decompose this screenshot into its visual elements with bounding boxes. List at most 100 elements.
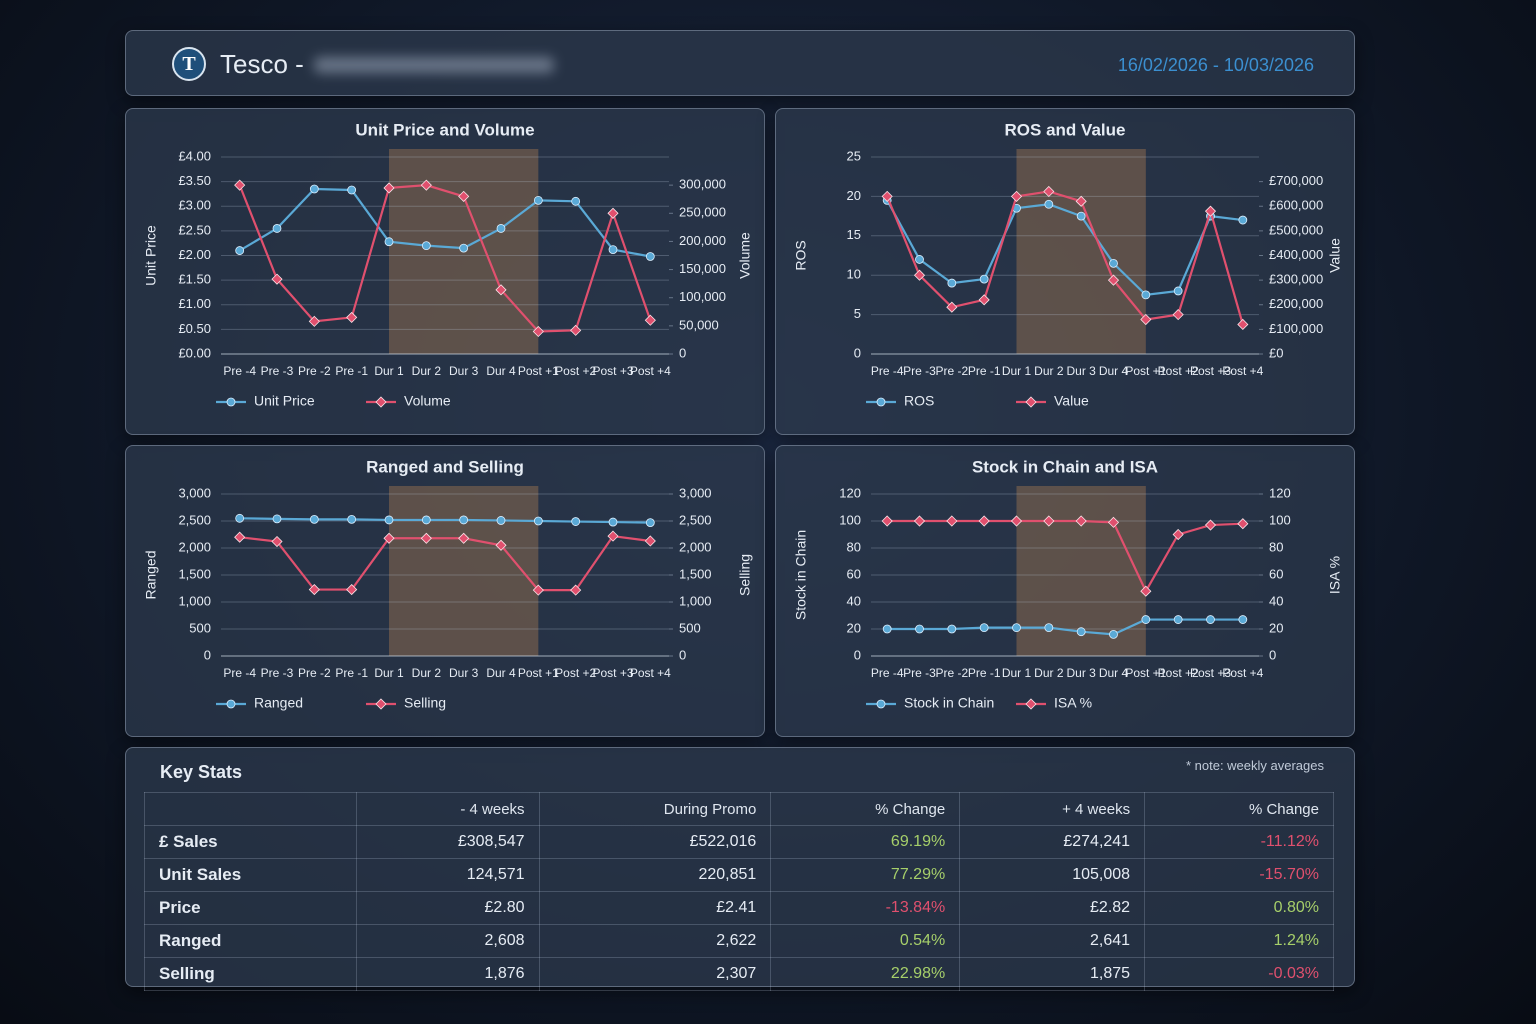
table-cell: -0.03% [1144,957,1334,991]
marker [458,532,470,544]
marker [881,515,893,527]
x-tick-label: Pre -2 [935,364,968,378]
marker [383,532,395,544]
y2-tick-label: £700,000 [1269,173,1323,188]
marker [1043,185,1055,198]
redacted-text [314,57,554,73]
marker [384,515,394,525]
table-cell: -11.12% [1144,825,1334,859]
x-tick-label: Dur 3 [449,666,479,680]
x-tick-label: Post +3 [592,666,633,680]
x-tick-label: Dur 3 [1066,666,1096,680]
table-cell: £2.41 [538,891,772,925]
y-tick-label: 1,500 [178,566,211,581]
y-tick-label: £3.50 [178,173,211,188]
y2-tick-label: 100 [1269,512,1291,527]
x-tick-label: Post +1 [1125,364,1166,378]
x-tick-label: Post +2 [555,364,596,378]
table-note: * note: weekly averages [1185,758,1324,773]
marker [571,517,581,526]
marker [234,179,246,191]
x-tick-label: Post +3 [592,364,633,378]
y-tick-label: 10 [847,267,861,282]
x-tick-label: Pre -4 [223,364,256,378]
y-tick-label: £1.50 [178,272,211,287]
y2-tick-label: 3,000 [679,485,712,500]
chart: Stock in Chain and ISA 0 20 40 60 80 100 120 0 20… [793,457,1343,710]
row-label: Unit Sales [143,858,358,892]
chart-title: Stock in Chain and ISA [972,457,1158,476]
table-row: Selling 1,876 2,307 22.98% 1,875 -0.03% [143,957,1334,991]
marker [570,584,582,596]
y-axis-label: Stock in Chain [793,530,809,620]
marker [1140,585,1152,597]
x-tick-label: Post +4 [630,666,671,680]
marker [496,516,506,525]
marker [1109,258,1118,268]
marker [271,273,283,285]
marker [271,535,283,548]
y2-tick-label: 40 [1269,593,1283,608]
y2-tick-label: £300,000 [1269,272,1323,287]
y-tick-label: 80 [847,539,861,554]
marker [978,515,990,527]
marker [915,624,924,634]
marker [495,284,507,296]
marker [1025,396,1037,408]
x-tick-label: Post +2 [555,666,596,680]
table-row: £ Sales £308,547 £522,016 69.19% £274,241 -11… [143,825,1334,859]
legend-label: Unit Price [254,393,315,409]
chart: Ranged and Selling 0 500 1,000 1,500 2,000 2,5… [143,457,753,711]
y-tick-label: 60 [847,566,861,581]
marker [495,539,507,551]
marker [1173,615,1183,624]
chart-title: Ranged and Selling [366,457,524,476]
table-cell: -15.70% [1144,858,1334,892]
y-axis-label: Ranged [143,550,159,599]
marker [978,294,990,306]
highlight-band [1016,149,1146,354]
y-tick-label: £0.00 [178,345,211,360]
y-tick-label: £2.00 [178,247,211,262]
y2-tick-label: £500,000 [1269,222,1323,237]
marker [383,182,395,194]
series-line [238,184,652,333]
marker [1010,190,1023,202]
x-tick-label: Post +2 [1158,666,1199,680]
marker [1173,286,1183,296]
marker [979,623,989,633]
marker [458,190,470,202]
series-line [239,517,651,524]
y2-tick-label: 2,000 [679,539,712,554]
y-tick-label: £4.00 [178,148,211,163]
y-tick-label: 0 [854,647,861,662]
table-cell: £308,547 [356,825,540,859]
marker [608,517,618,527]
column-header: - 4 weeks [356,792,540,826]
x-tick-label: Dur 3 [449,364,479,378]
x-tick-label: Post +4 [1222,364,1263,378]
chart-panel: Unit Price and Volume £0.00 £0.50 £1.00 £1.5… [125,108,765,435]
chart-panel: Ranged and Selling 0 500 1,000 1,500 2,000 2,5… [125,445,765,737]
x-tick-label: Dur 4 [486,364,516,378]
table-cell: 1,876 [356,957,540,991]
y-tick-label: 20 [847,620,861,635]
marker [347,514,357,524]
x-tick-label: Pre -3 [261,364,294,378]
marker [496,224,506,233]
marker [308,315,320,327]
y-tick-label: £3.00 [178,198,211,213]
marker [226,699,236,709]
marker [1075,195,1087,207]
y-tick-label: £1.00 [178,296,211,311]
marker [1075,515,1087,527]
header-title: Tesco - [220,49,304,79]
legend-label: Ranged [254,695,303,711]
marker [947,278,957,288]
x-tick-label: Post +1 [1125,666,1166,680]
marker [1238,215,1248,225]
date-range[interactable]: 16/02/2026 - 10/03/2026 [1117,55,1314,75]
chart: Unit Price and Volume £0.00 £0.50 £1.00 £1.5… [143,120,753,409]
x-tick-label: Post +2 [1158,364,1199,378]
